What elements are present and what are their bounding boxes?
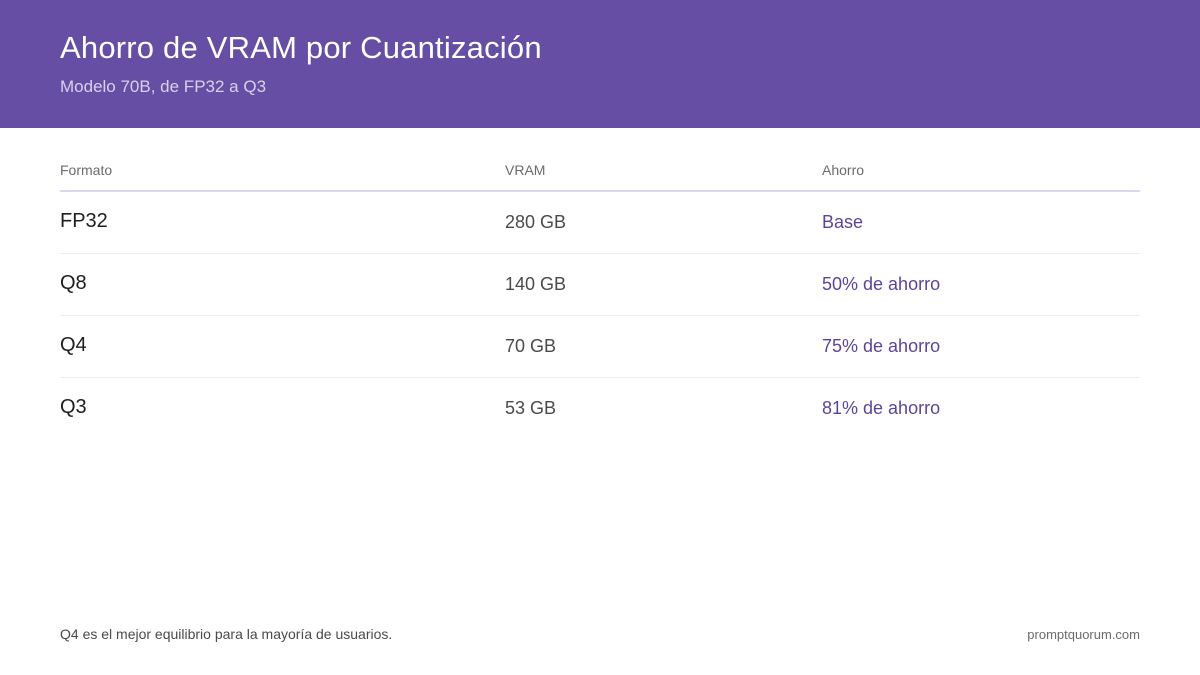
table-row: Q8 140 GB 50% de ahorro [60, 254, 1140, 316]
column-header-vram: VRAM [505, 162, 546, 178]
cell-ahorro: Base [822, 212, 864, 232]
cell-formato: Q4 [60, 334, 87, 356]
page-subtitle: Modelo 70B, de FP32 a Q3 [60, 77, 267, 96]
cell-ahorro: 50% de ahorro [822, 274, 941, 294]
footer-site-link[interactable]: promptquorum.com [1027, 627, 1140, 642]
cell-vram: 280 GB [505, 212, 567, 232]
table-row: Q4 70 GB 75% de ahorro [60, 316, 1140, 378]
cell-ahorro: 75% de ahorro [822, 336, 941, 356]
table-row: Q3 53 GB 81% de ahorro [60, 378, 1140, 439]
cell-formato: FP32 [60, 210, 108, 232]
cell-ahorro: 81% de ahorro [822, 398, 941, 418]
header-banner: Ahorro de VRAM por Cuantización Modelo 7… [0, 0, 1200, 128]
cell-formato: Q3 [60, 396, 87, 418]
cell-vram: 70 GB [505, 336, 557, 356]
cell-formato: Q8 [60, 272, 87, 294]
column-header-ahorro: Ahorro [822, 162, 865, 178]
cell-vram: 140 GB [505, 274, 567, 294]
vram-table: Formato VRAM Ahorro FP32 280 GB Base Q8 … [60, 160, 1140, 439]
column-header-formato: Formato [60, 162, 113, 178]
page-title: Ahorro de VRAM por Cuantización [60, 30, 542, 65]
cell-vram: 53 GB [505, 398, 557, 418]
footer-note: Q4 es el mejor equilibrio para la mayorí… [60, 626, 393, 642]
table-header: Formato VRAM Ahorro [60, 160, 1140, 192]
table-row: FP32 280 GB Base [60, 192, 1140, 254]
